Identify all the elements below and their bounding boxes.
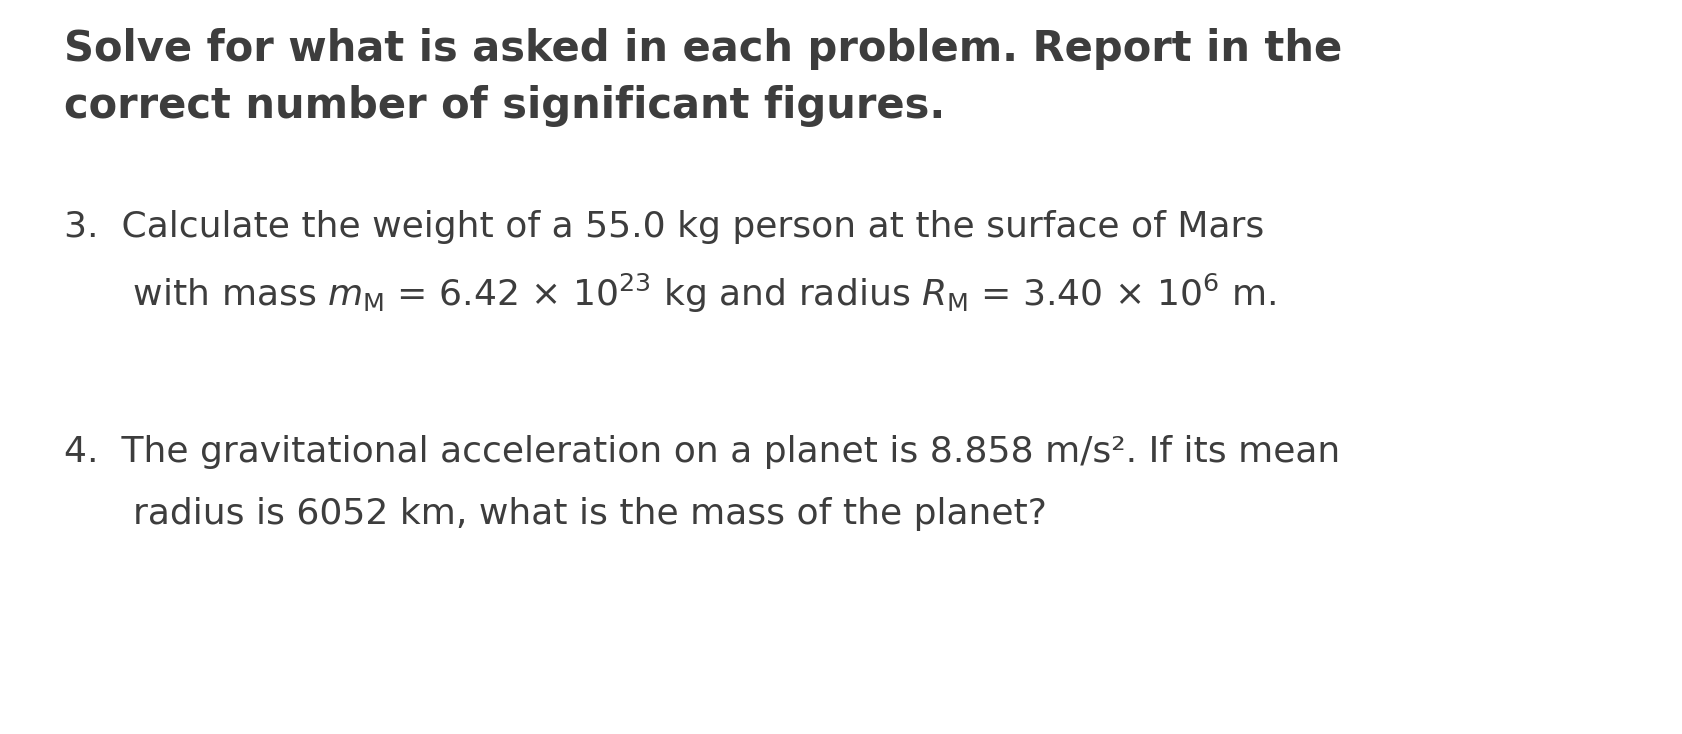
Text: radius is 6052 km, what is the mass of the planet?: radius is 6052 km, what is the mass of t… [64, 497, 1046, 531]
Text: Solve for what is asked in each problem. Report in the: Solve for what is asked in each problem.… [64, 28, 1342, 70]
Text: correct number of significant figures.: correct number of significant figures. [64, 85, 945, 127]
Text: 4.  The gravitational acceleration on a planet is 8.858 m/s². If its mean: 4. The gravitational acceleration on a p… [64, 435, 1339, 469]
Text: with mass $m_{\mathsf{M}}$ = 6.42 $\times$ 10$^{23}$ kg and radius $R_{\mathsf{M: with mass $m_{\mathsf{M}}$ = 6.42 $\time… [64, 272, 1275, 315]
Text: 3.  Calculate the weight of a 55.0 kg person at the surface of Mars: 3. Calculate the weight of a 55.0 kg per… [64, 210, 1263, 244]
